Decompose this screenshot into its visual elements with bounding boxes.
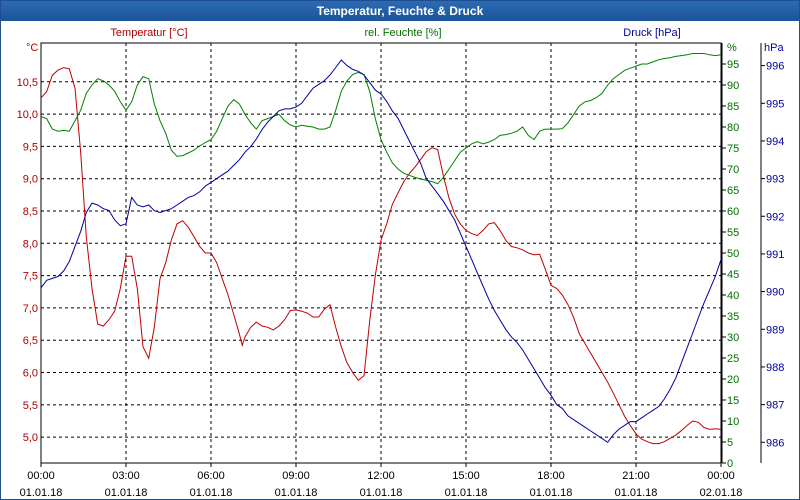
x-tick-label-date: 01.01.18 bbox=[275, 487, 318, 499]
y-tick-label-pressure: 987 bbox=[766, 400, 784, 412]
x-tick-label-time: 03:00 bbox=[112, 470, 140, 482]
y-tick-label-temperature: 7,5 bbox=[23, 271, 38, 283]
series-label-pressure: Druck [hPa] bbox=[623, 27, 680, 39]
series-label-humidity: rel. Feuchte [%] bbox=[364, 27, 441, 39]
x-tick-label-time: 00:00 bbox=[27, 470, 55, 482]
y-tick-label-humidity: 75 bbox=[727, 143, 739, 155]
chart-title: Temperatur, Feuchte & Druck bbox=[1, 1, 799, 21]
y-tick-label-temperature: 9,5 bbox=[23, 141, 38, 153]
y-tick-label-temperature: 7,0 bbox=[23, 303, 38, 315]
x-tick-label-time: 15:00 bbox=[452, 470, 480, 482]
y-tick-label-temperature: 9,0 bbox=[23, 174, 38, 186]
x-tick-label-date: 01.01.18 bbox=[20, 487, 63, 499]
y-tick-label-temperature: 6,5 bbox=[23, 335, 38, 347]
x-tick-label-time: 09:00 bbox=[282, 470, 310, 482]
y-tick-label-pressure: 990 bbox=[766, 287, 784, 299]
x-tick-label-date: 01.01.18 bbox=[190, 487, 233, 499]
y-tick-label-humidity: 85 bbox=[727, 101, 739, 113]
chart-canvas: 00:00 01.01.18 03:00 01.01.18 06:00 01.01.18 0… bbox=[17, 27, 785, 499]
y-tick-label-humidity: 40 bbox=[727, 290, 739, 302]
x-tick-label-time: 00:00 bbox=[707, 470, 735, 482]
y-axis-unit-humidity: % bbox=[727, 42, 737, 54]
y-tick-label-humidity: 45 bbox=[727, 269, 739, 281]
y-tick-label-humidity: 60 bbox=[727, 206, 739, 218]
series-line-humidity bbox=[40, 53, 722, 185]
y-tick-label-temperature: 8,0 bbox=[23, 238, 38, 250]
y-tick-label-temperature: 10,0 bbox=[17, 109, 38, 121]
y-tick-label-pressure: 991 bbox=[766, 249, 784, 261]
y-tick-label-pressure: 992 bbox=[766, 211, 784, 223]
y-tick-label-pressure: 995 bbox=[766, 98, 784, 110]
y-tick-label-humidity: 35 bbox=[727, 311, 739, 323]
y-tick-label-humidity: 55 bbox=[727, 227, 739, 239]
x-tick-label-date: 01.01.18 bbox=[445, 487, 488, 499]
y-axis-unit-temperature: °C bbox=[26, 42, 38, 54]
x-tick-label-date: 01.01.18 bbox=[530, 487, 573, 499]
y-tick-label-humidity: 65 bbox=[727, 185, 739, 197]
y-tick-label-humidity: 50 bbox=[727, 248, 739, 260]
x-tick-label-date: 01.01.18 bbox=[360, 487, 403, 499]
x-tick-label-date: 02.01.18 bbox=[700, 487, 743, 499]
y-tick-label-temperature: 6,0 bbox=[23, 368, 38, 380]
y-tick-label-humidity: 95 bbox=[727, 59, 739, 71]
y-tick-label-humidity: 20 bbox=[727, 374, 739, 386]
y-tick-label-temperature: 5,5 bbox=[23, 400, 38, 412]
y-tick-label-humidity: 30 bbox=[727, 332, 739, 344]
y-tick-label-pressure: 993 bbox=[766, 174, 784, 186]
x-tick-label-time: 06:00 bbox=[197, 470, 225, 482]
y-tick-label-temperature: 5,0 bbox=[23, 432, 38, 444]
x-tick-label-time: 21:00 bbox=[622, 470, 650, 482]
x-tick-label-date: 01.01.18 bbox=[615, 487, 658, 499]
y-tick-label-pressure: 994 bbox=[766, 136, 784, 148]
y-tick-label-temperature: 8,5 bbox=[23, 206, 38, 218]
y-tick-label-humidity: 70 bbox=[727, 164, 739, 176]
y-tick-label-humidity: 15 bbox=[727, 395, 739, 407]
y-tick-label-humidity: 5 bbox=[727, 437, 733, 449]
x-tick-label-time: 18:00 bbox=[537, 470, 565, 482]
y-tick-label-humidity: 25 bbox=[727, 353, 739, 365]
y-tick-label-humidity: 80 bbox=[727, 122, 739, 134]
x-tick-label-time: 12:00 bbox=[367, 470, 395, 482]
y-tick-label-humidity: 0 bbox=[727, 458, 733, 470]
y-tick-label-humidity: 10 bbox=[727, 416, 739, 428]
y-tick-label-humidity: 90 bbox=[727, 80, 739, 92]
y-tick-label-pressure: 996 bbox=[766, 61, 784, 73]
series-line-pressure bbox=[40, 59, 722, 443]
series-label-temperature: Temperatur [°C] bbox=[110, 27, 187, 39]
y-tick-label-pressure: 986 bbox=[766, 437, 784, 449]
y-tick-label-pressure: 989 bbox=[766, 324, 784, 336]
y-tick-label-pressure: 988 bbox=[766, 362, 784, 374]
y-axis-unit-pressure: hPa bbox=[764, 42, 784, 54]
x-tick-label-date: 01.01.18 bbox=[105, 487, 148, 499]
series-line-temperature bbox=[40, 67, 722, 445]
y-tick-label-temperature: 10,5 bbox=[17, 77, 38, 89]
